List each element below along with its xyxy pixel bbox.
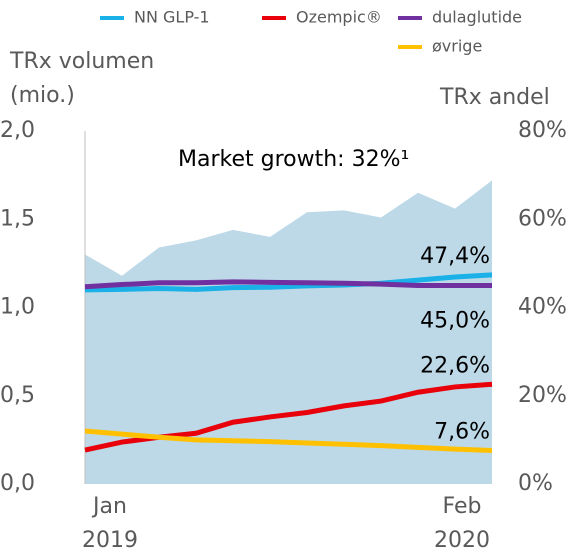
y-tick-label: 1,0 <box>0 295 35 320</box>
y-tick-label: 0,5 <box>0 383 35 408</box>
y2-tick-label: 20% <box>518 383 567 408</box>
y-tick-label: 1,5 <box>0 206 35 231</box>
share-line <box>84 279 492 290</box>
y2-tick-label: 40% <box>518 295 567 320</box>
data-label: 22,6% <box>420 353 490 378</box>
y-tick-label: 0,0 <box>0 471 35 496</box>
legend-label: øvrige <box>432 37 482 56</box>
data-label: 47,4% <box>420 244 490 269</box>
y2-axis-label: TRx andel <box>439 85 550 110</box>
y2-tick-label: 80% <box>518 118 567 143</box>
legend-label: NN GLP-1 <box>134 8 210 27</box>
data-label: 7,6% <box>434 419 490 444</box>
data-label: 45,0% <box>420 308 490 333</box>
annotation: Market growth: 32%¹ <box>178 147 409 172</box>
share-line <box>84 428 493 453</box>
y2-tick-label: 0% <box>518 471 553 496</box>
legend-label: Ozempic® <box>296 8 382 27</box>
volume-area <box>85 180 492 485</box>
legend-label: dulaglutide <box>432 8 522 27</box>
y-tick-label: 2,0 <box>0 118 35 143</box>
share-line <box>84 272 493 293</box>
y2-tick-label: 60% <box>518 206 567 231</box>
x-tick-label: Feb 2020 <box>434 494 490 552</box>
x-tick-label: Jan 2019 <box>82 494 138 552</box>
y-axis-label: TRx volumen (mio.) <box>10 49 155 108</box>
